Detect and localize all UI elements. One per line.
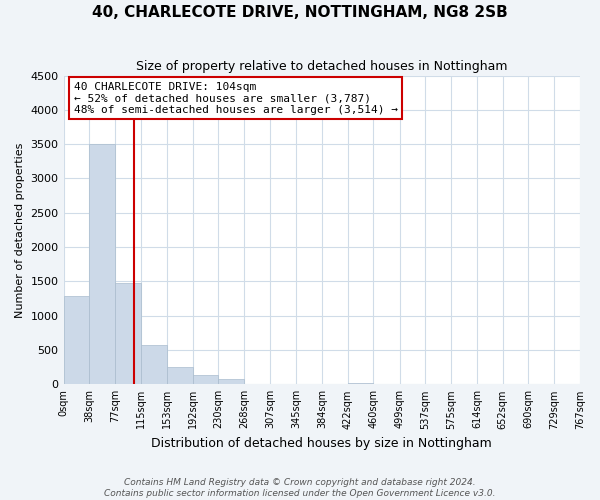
- Y-axis label: Number of detached properties: Number of detached properties: [15, 142, 25, 318]
- Bar: [141, 345, 167, 385]
- Bar: [218, 379, 244, 384]
- Text: 40, CHARLECOTE DRIVE, NOTTINGHAM, NG8 2SB: 40, CHARLECOTE DRIVE, NOTTINGHAM, NG8 2S…: [92, 5, 508, 20]
- Bar: [89, 144, 115, 384]
- Bar: [64, 296, 89, 384]
- Title: Size of property relative to detached houses in Nottingham: Size of property relative to detached ho…: [136, 60, 508, 73]
- Text: Contains HM Land Registry data © Crown copyright and database right 2024.
Contai: Contains HM Land Registry data © Crown c…: [104, 478, 496, 498]
- Bar: [115, 283, 141, 384]
- Text: 40 CHARLECOTE DRIVE: 104sqm
← 52% of detached houses are smaller (3,787)
48% of : 40 CHARLECOTE DRIVE: 104sqm ← 52% of det…: [74, 82, 398, 115]
- Bar: [167, 368, 193, 384]
- Bar: [347, 382, 373, 384]
- X-axis label: Distribution of detached houses by size in Nottingham: Distribution of detached houses by size …: [151, 437, 492, 450]
- Bar: [193, 376, 218, 384]
